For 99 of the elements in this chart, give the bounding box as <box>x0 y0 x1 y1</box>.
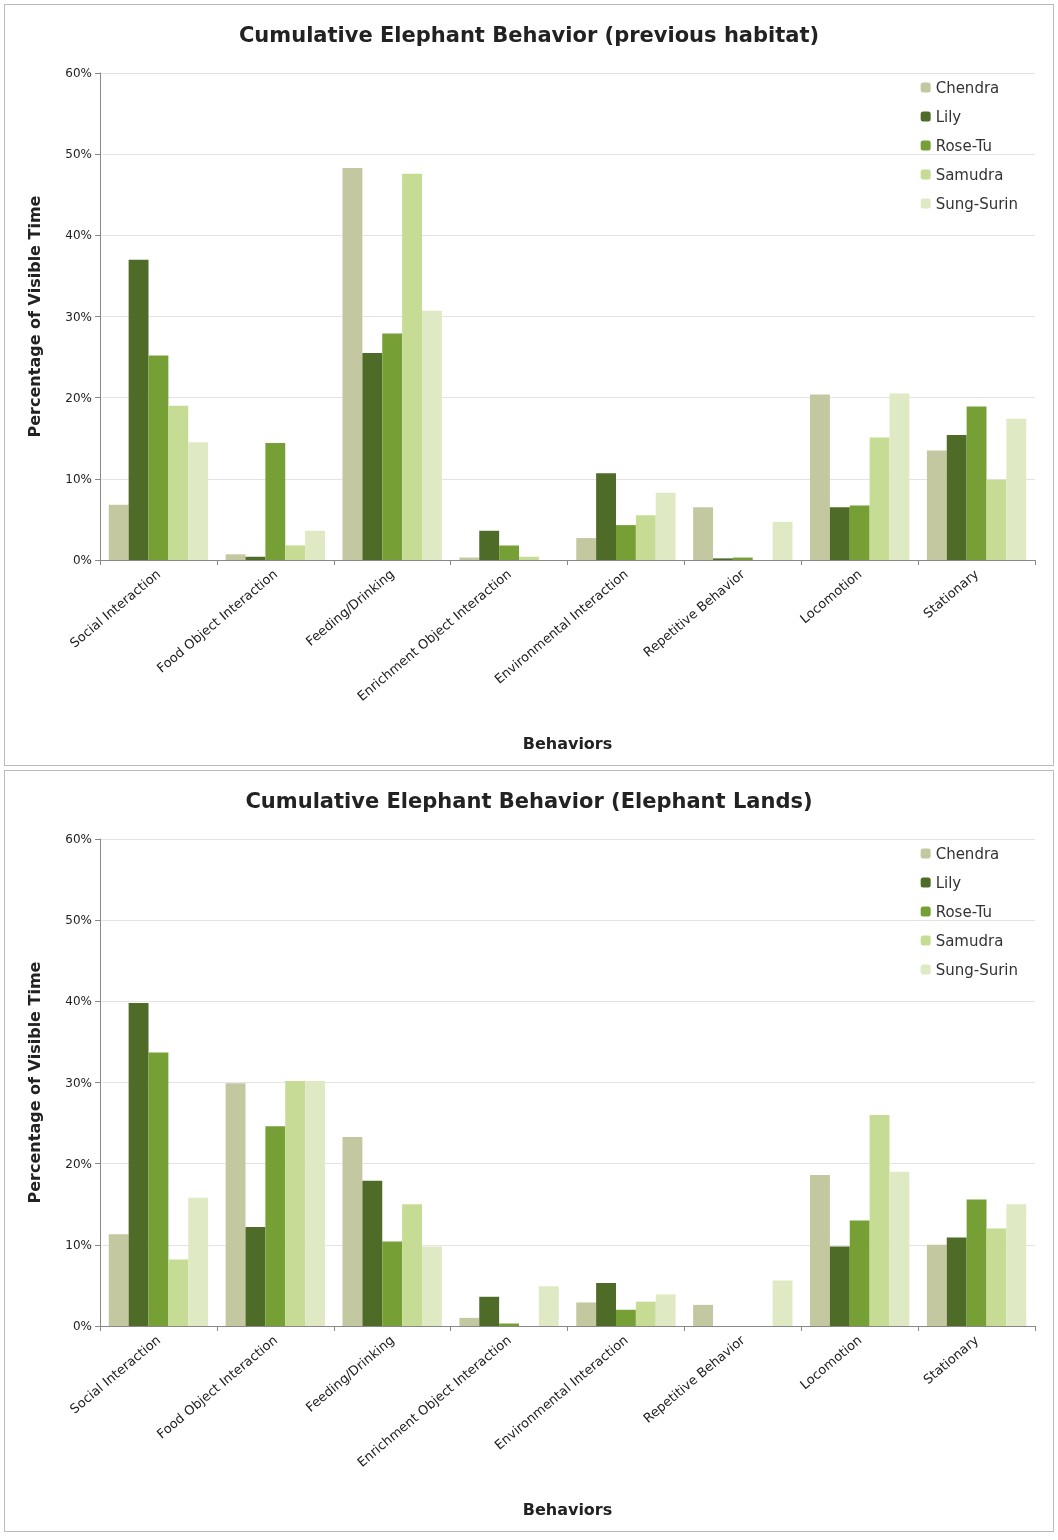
bar <box>772 521 793 560</box>
bar <box>225 554 246 560</box>
bar <box>889 1171 910 1326</box>
bar <box>421 1246 442 1326</box>
bar <box>285 545 306 560</box>
y-axis-title: Percentage of Visible Time <box>24 195 44 438</box>
legend-label: Samudra <box>935 931 1004 950</box>
bar <box>576 1302 597 1326</box>
bar <box>946 1237 967 1326</box>
bar <box>128 259 149 560</box>
bar <box>265 443 286 560</box>
bar <box>479 530 500 560</box>
bar <box>810 1175 830 1326</box>
bar <box>362 1180 383 1326</box>
bar <box>245 1226 266 1326</box>
bar <box>265 1126 286 1326</box>
bar <box>342 1136 363 1326</box>
bar <box>869 437 890 560</box>
bar <box>108 1234 129 1326</box>
bar <box>538 1286 559 1326</box>
bar <box>188 1197 209 1326</box>
y-tick-label: 0% <box>72 553 92 567</box>
bar <box>1006 1204 1027 1326</box>
bar <box>596 1282 616 1326</box>
x-axis-title: Behaviors <box>522 733 613 753</box>
bar <box>926 450 947 560</box>
y-tick-label: 30% <box>65 309 92 324</box>
y-tick-label: 20% <box>65 390 92 405</box>
bar <box>596 473 616 560</box>
bar <box>225 1083 246 1326</box>
bar <box>635 1301 656 1326</box>
y-tick-label: 50% <box>65 147 92 162</box>
legend-label: Sung-Surin <box>935 194 1018 213</box>
legend-label: Chendra <box>935 78 1000 97</box>
bar <box>342 167 363 560</box>
bar <box>986 1228 1007 1326</box>
bar <box>168 405 189 560</box>
bar <box>1006 418 1027 560</box>
legend-label: Lily <box>935 107 962 126</box>
bar <box>986 479 1007 560</box>
bar <box>148 1052 169 1326</box>
bar <box>693 1304 714 1326</box>
y-tick-label: 60% <box>65 66 92 80</box>
y-tick-label: 40% <box>65 994 92 1009</box>
y-tick-label: 60% <box>65 832 92 846</box>
bar <box>889 393 910 560</box>
y-tick-label: 10% <box>65 1237 92 1252</box>
bar <box>966 1199 987 1326</box>
bar <box>635 515 656 560</box>
bar <box>869 1114 890 1326</box>
bar <box>148 355 169 560</box>
bar <box>305 530 325 560</box>
y-tick-label: 10% <box>65 471 92 486</box>
bar <box>616 525 636 560</box>
bar <box>168 1259 189 1326</box>
legend-label: Sung-Surin <box>935 960 1018 979</box>
bar <box>305 1080 325 1326</box>
bar <box>946 435 967 560</box>
legend-label: Rose-Tu <box>935 902 993 921</box>
y-tick-label: 20% <box>65 1156 92 1171</box>
bar <box>188 442 209 560</box>
legend-label: Rose-Tu <box>935 136 993 155</box>
y-tick-label: 40% <box>65 228 92 243</box>
legend-label: Lily <box>935 873 962 892</box>
chart-title: Cumulative Elephant Behavior (Elephant Lands) <box>245 788 813 813</box>
legend-label: Samudra <box>935 165 1004 184</box>
bar <box>829 1246 850 1326</box>
bar <box>849 505 870 560</box>
bar <box>926 1244 947 1326</box>
legend-label: Chendra <box>935 844 1000 863</box>
bar <box>421 310 442 560</box>
bar <box>519 556 539 560</box>
bar <box>382 333 403 560</box>
bar <box>966 406 987 560</box>
bar <box>382 1241 403 1326</box>
bar <box>829 507 850 560</box>
bar <box>362 353 383 560</box>
bar <box>655 1294 676 1326</box>
bar <box>616 1309 636 1326</box>
y-tick-label: 30% <box>65 1075 92 1090</box>
bar <box>772 1280 793 1326</box>
bar <box>128 1002 149 1326</box>
bar <box>459 1317 480 1326</box>
bar <box>693 507 714 560</box>
y-tick-label: 0% <box>72 1319 92 1333</box>
bar <box>849 1220 870 1326</box>
bar <box>810 394 830 560</box>
bar <box>108 504 129 560</box>
bar <box>285 1080 306 1326</box>
bar <box>655 492 676 560</box>
bar <box>402 173 422 560</box>
y-axis-title: Percentage of Visible Time <box>24 961 44 1204</box>
bar <box>499 545 519 560</box>
chart-title: Cumulative Elephant Behavior (previous habitat) <box>238 22 820 47</box>
x-axis-title: Behaviors <box>522 1499 613 1519</box>
bar <box>576 538 597 560</box>
y-tick-label: 50% <box>65 913 92 928</box>
bar <box>479 1296 500 1326</box>
bar <box>402 1204 422 1326</box>
